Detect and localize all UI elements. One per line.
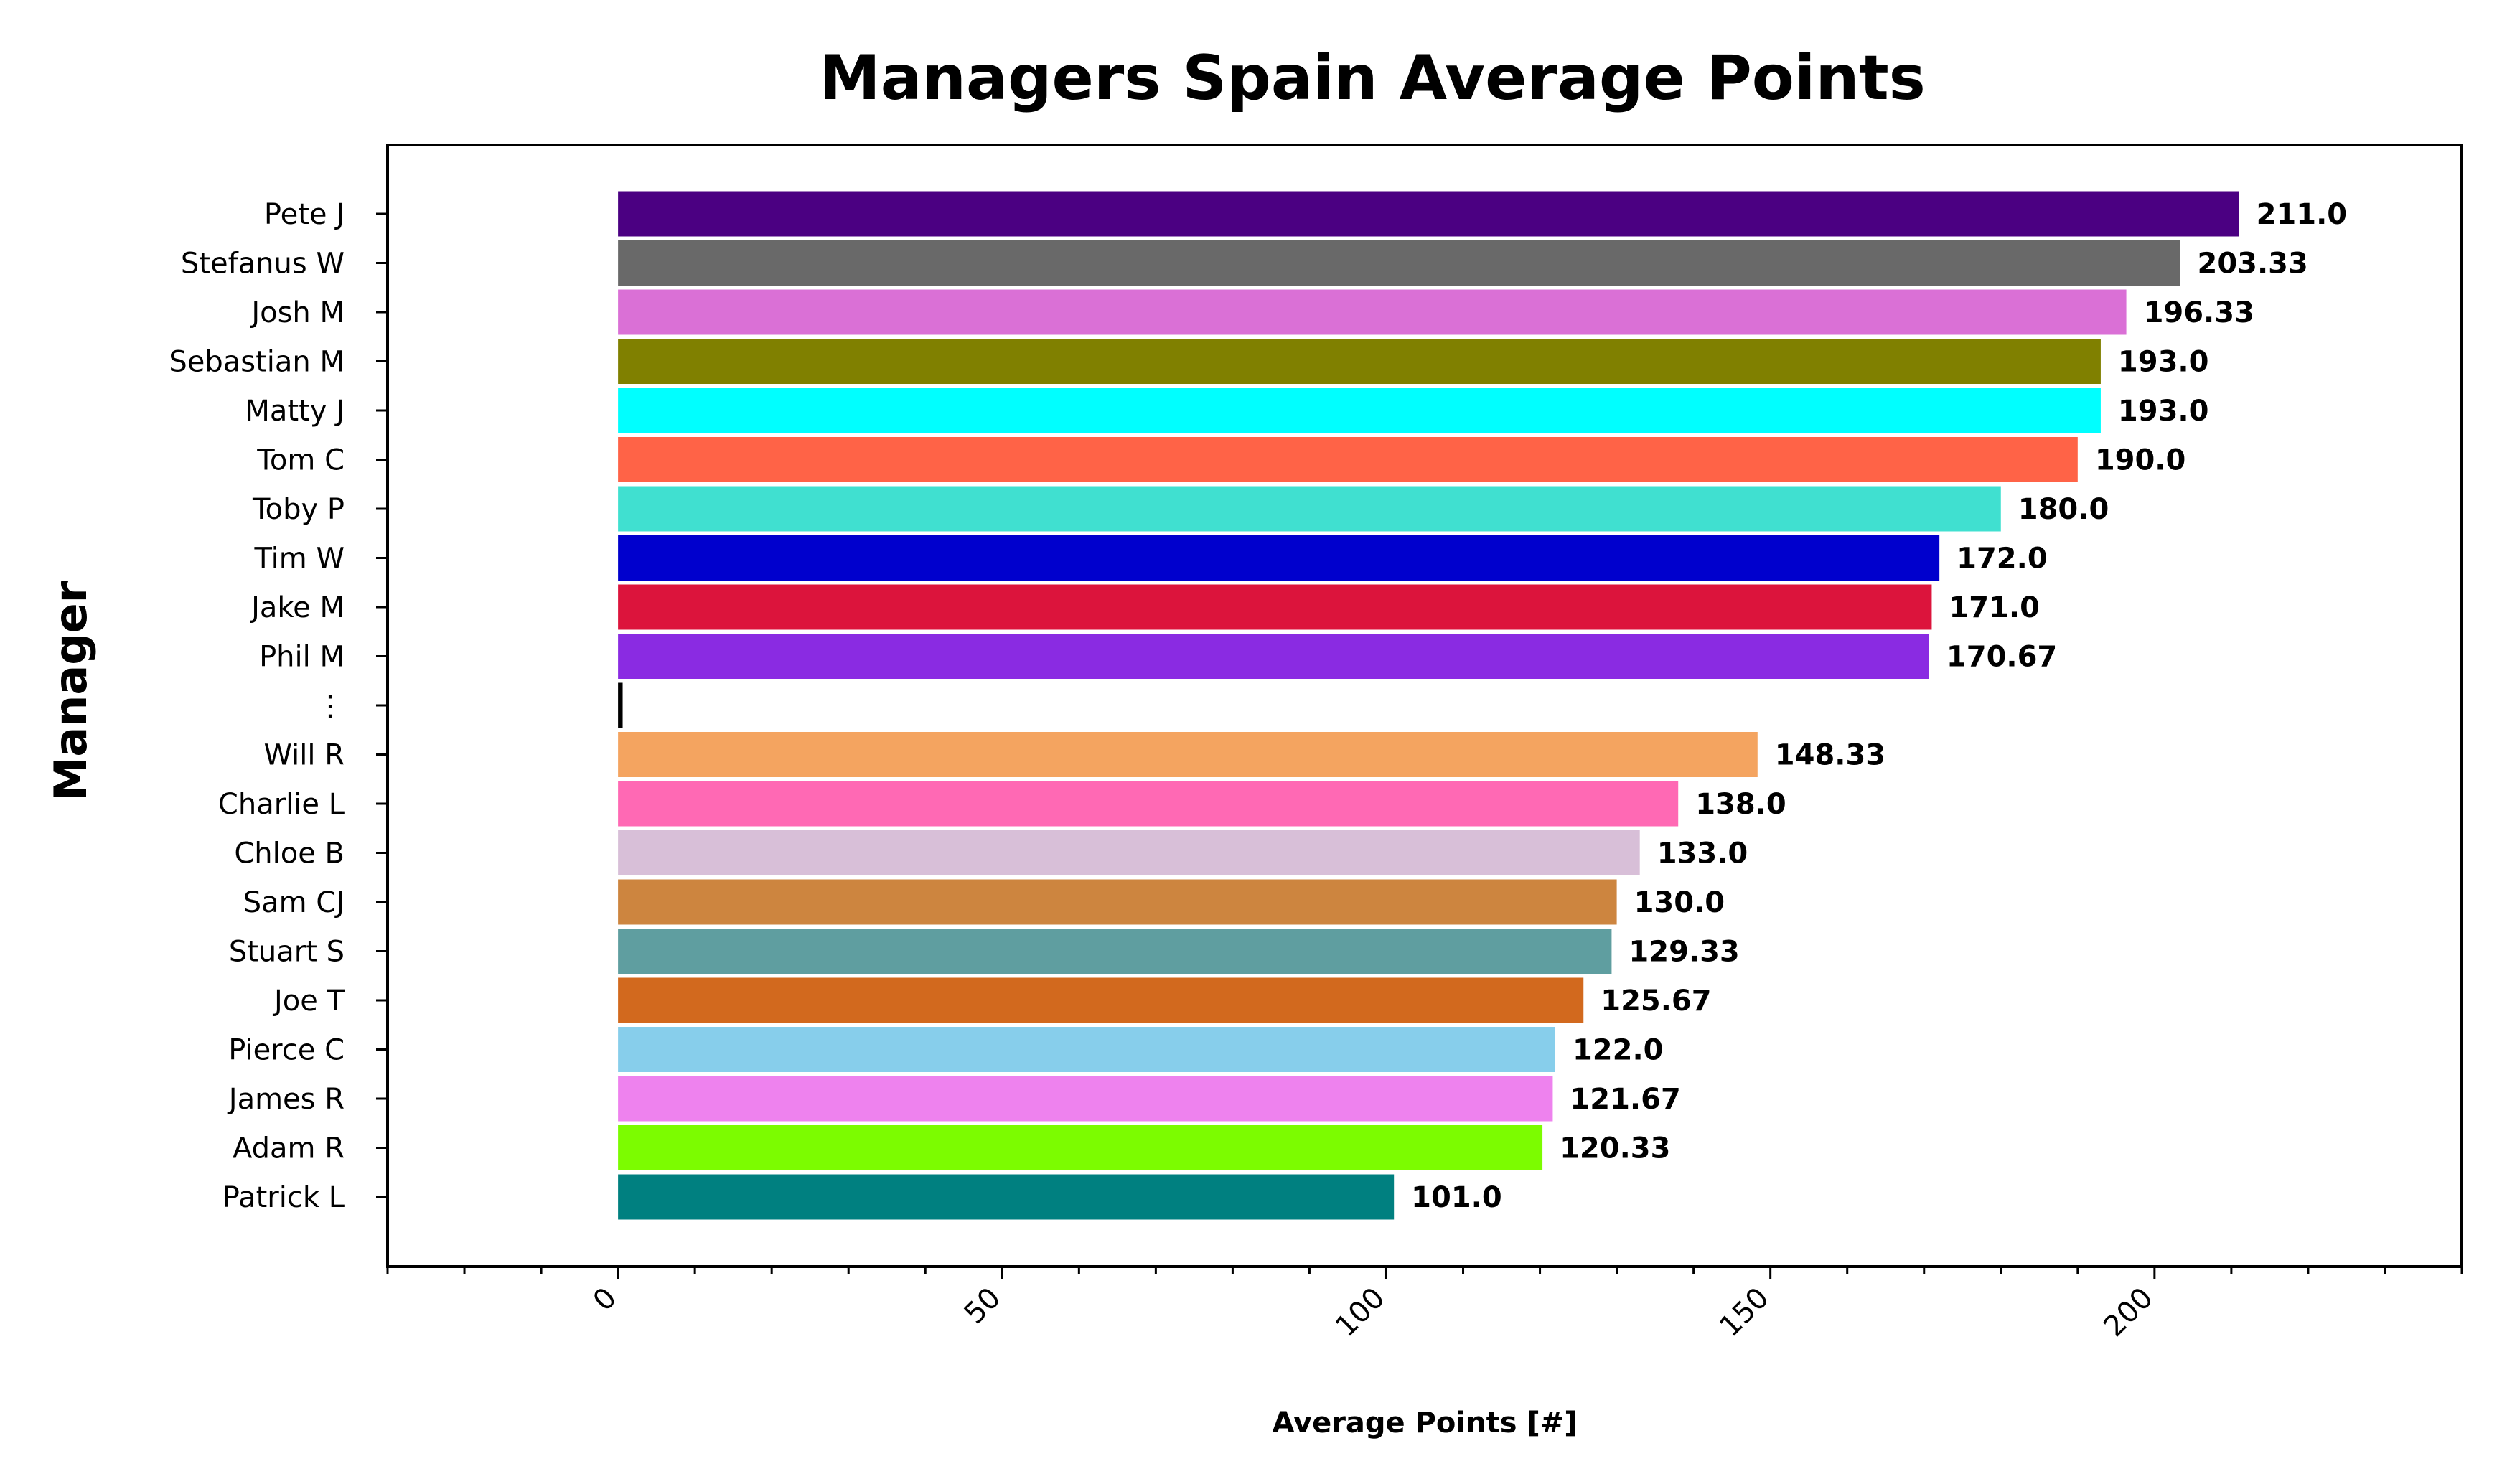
y-tick-label: James R [227,1083,345,1116]
bar [618,388,2101,433]
bar [618,682,623,728]
y-tick-label: Pierce C [228,1034,345,1067]
y-tick-label: Toby P [252,493,345,526]
bar [618,584,1932,630]
bar [618,732,1758,777]
data-label: 171.0 [1949,591,2040,624]
y-tick-label: Jake M [249,591,345,624]
y-tick-label: Chloe B [234,837,345,870]
plot-frame [386,144,2463,1268]
x-tick-label: 150 [1713,1282,1776,1344]
data-label: 129.33 [1629,936,1739,969]
bar [618,634,1929,679]
chart-title: Managers Spain Average Points [819,42,1926,114]
data-label: 172.0 [1957,543,2048,576]
x-tick-label: 200 [2097,1282,2160,1344]
data-label: 148.33 [1775,739,1885,772]
bar [618,879,1617,925]
data-label: 193.0 [2118,346,2209,379]
y-tick-label: Adam R [233,1132,345,1165]
bars-layer: 211.0 203.33 196.33 193.0 193.0 190.0 180.0 172… [618,191,2348,1220]
x-tick-label: 50 [958,1282,1008,1331]
y-tick-label: ⋮ [316,690,345,723]
data-label: 130.0 [1634,886,1725,919]
y-tick-label: Will R [263,739,345,772]
bar [618,1125,1543,1170]
bar [618,289,2127,335]
bar [618,830,1640,875]
bar [618,1027,1555,1072]
data-label: 211.0 [2257,198,2348,231]
y-tick-label: Matty J [245,395,345,428]
y-tick-label: Stuart S [229,936,345,969]
x-tick-label: 0 [587,1282,624,1318]
y-tick-label: Patrick L [222,1181,345,1214]
x-ticks: 0 50 100 150 200 [386,1267,2463,1344]
bar [618,437,2078,482]
data-label: 138.0 [1695,788,1786,821]
y-tick-label: Tom C [256,444,345,477]
y-axis-label: Manager [44,581,97,801]
data-label: 121.67 [1570,1083,1680,1116]
bar [618,191,2239,237]
data-label: 170.67 [1946,641,2057,674]
data-label: 196.33 [2144,296,2254,329]
bar [618,929,1612,974]
data-label: 101.0 [1411,1181,1502,1214]
bar [618,339,2101,384]
bar [618,1076,1553,1122]
y-tick-label: Sebastian M [169,346,345,379]
data-label: 190.0 [2095,444,2186,477]
y-tick-label: Charlie L [218,788,345,821]
y-tick-label: Joe T [272,985,345,1018]
y-tick-label: Stefanus W [181,248,345,281]
data-label: 120.33 [1560,1132,1670,1165]
data-label: 193.0 [2118,395,2209,428]
bar [618,240,2180,286]
bar [618,781,1679,827]
bar [618,1174,1395,1220]
data-label: 133.0 [1657,837,1748,870]
y-ticks: Pete J Stefanus W Josh M Sebastian M Matty J… [169,198,388,1214]
bar [618,977,1584,1023]
data-label: 203.33 [2197,248,2307,281]
y-tick-label: Tim W [253,543,345,576]
x-axis-label: Average Points [#] [1272,1406,1577,1440]
data-label: 125.67 [1601,985,1711,1018]
bar [618,486,2001,532]
data-label: 122.0 [1573,1034,1664,1067]
y-tick-label: Sam CJ [243,886,345,919]
y-tick-label: Phil M [259,641,345,674]
bar [618,535,1940,581]
y-tick-label: Josh M [249,296,345,329]
x-tick-label: 100 [1329,1282,1392,1344]
y-tick-label: Pete J [264,198,345,231]
data-label: 180.0 [2018,493,2109,526]
